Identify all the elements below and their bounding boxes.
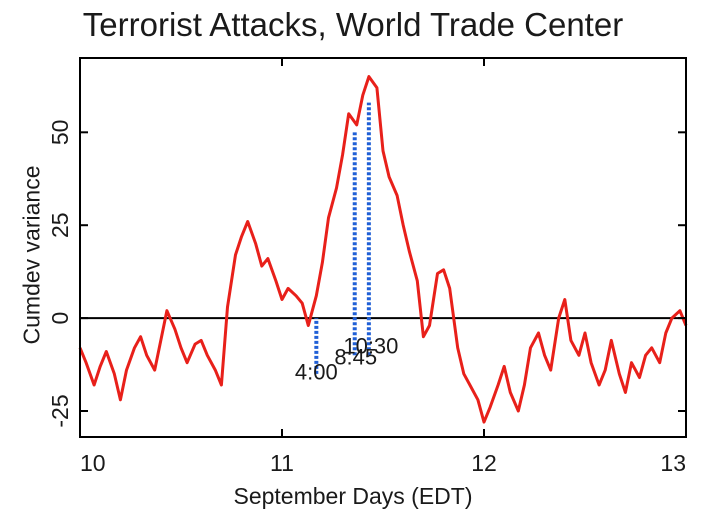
- x-tick-label: 12: [471, 450, 497, 476]
- annotation-label: 8:45: [334, 345, 377, 370]
- y-tick-label: 0: [47, 312, 73, 325]
- y-tick-label: -25: [47, 394, 73, 427]
- annotation-label: 4:00: [295, 360, 338, 385]
- x-tick-label: 13: [660, 450, 686, 476]
- chart-title: Terrorist Attacks, World Trade Center: [82, 6, 624, 43]
- x-tick-label: 10: [80, 450, 106, 476]
- x-tick-label: 11: [270, 450, 294, 476]
- plot-frame: [79, 57, 687, 438]
- y-tick-label: 25: [47, 212, 73, 238]
- series-line-0: [78, 75, 688, 424]
- x-axis-label: September Days (EDT): [233, 483, 473, 509]
- y-tick-label: 50: [47, 120, 73, 146]
- annotation-label: 10:30: [343, 334, 398, 359]
